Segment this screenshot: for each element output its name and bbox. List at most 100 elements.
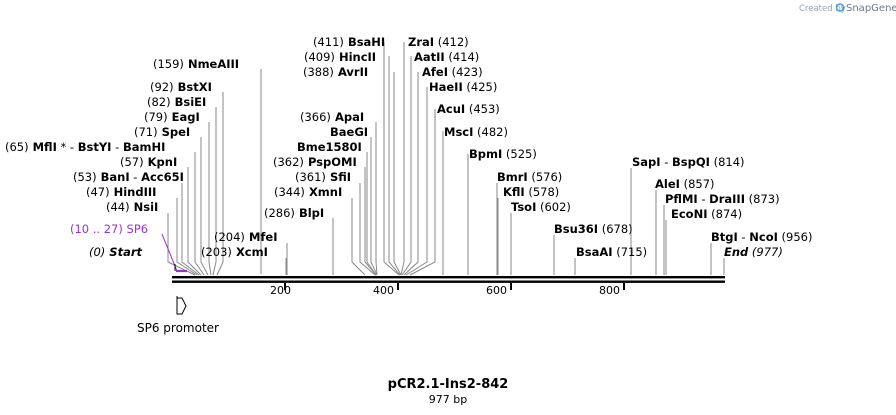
enzyme-label-bsahi[interactable]: (411) BsaHI xyxy=(313,35,385,49)
ruler-tick xyxy=(623,283,625,290)
enzyme-position: (977) xyxy=(748,245,783,259)
enzyme-label-nsii[interactable]: (44) NsiI xyxy=(106,200,158,214)
sp6-promoter-feature[interactable] xyxy=(176,296,187,315)
enzyme-position: (71) xyxy=(134,125,158,139)
enzyme-label-aatii[interactable]: AatII (414) xyxy=(414,50,479,64)
enzyme-name: AvrII xyxy=(334,65,368,79)
enzyme-label-bani[interactable]: (53) BanI - Acc65I xyxy=(73,170,184,184)
enzyme-label-eagi[interactable]: (79) EagI xyxy=(144,110,200,124)
ruler-tick xyxy=(510,283,512,290)
enzyme-position: (388) xyxy=(303,65,334,79)
ruler: 200 400 600 800 xyxy=(270,283,625,297)
enzyme-name: HaeII xyxy=(429,80,463,94)
enzyme-label-mfei[interactable]: (204) MfeI xyxy=(214,230,277,244)
enzyme-name: HincII xyxy=(335,50,376,64)
enzyme-label-hincii[interactable]: (409) HincII xyxy=(304,50,376,64)
credit-brand: SnapGene xyxy=(846,3,896,14)
enzyme-name: Start xyxy=(105,245,142,259)
enzyme-position: (411) xyxy=(313,35,344,49)
enzyme-label-mfli[interactable]: (65) MflI * - BstYI - BamHI xyxy=(5,140,165,154)
enzyme-position: (525) xyxy=(502,147,537,161)
enzyme-label-bme1580i[interactable]: Bme1580I xyxy=(297,140,362,154)
enzyme-label-pflmi[interactable]: PflMI - DraIII (873) xyxy=(665,192,780,206)
enzyme-label-nmeaiii[interactable]: (159) NmeAIII xyxy=(153,57,239,71)
enzyme-position: (578) xyxy=(525,185,560,199)
enzyme-label-sapi[interactable]: SapI - BspQI (814) xyxy=(632,155,745,169)
enzyme-position: (814) xyxy=(710,155,745,169)
enzyme-label-msci[interactable]: MscI (482) xyxy=(444,125,508,139)
enzyme-label-hindiii[interactable]: (47) HindIII xyxy=(86,185,156,199)
sequence-line xyxy=(172,276,725,283)
enzyme-name: XcmI xyxy=(232,245,268,259)
enzyme-position: (715) xyxy=(613,245,648,259)
ruler-tick xyxy=(284,283,286,290)
map-length: 977 bp xyxy=(429,393,467,406)
enzyme-name: End xyxy=(724,245,749,259)
enzyme-name: SfiI xyxy=(326,170,351,184)
enzyme-label-haeii[interactable]: HaeII (425) xyxy=(429,80,497,94)
enzyme-position: (678) xyxy=(598,222,633,236)
enzyme-label-sfii[interactable]: (361) SfiI xyxy=(295,170,351,184)
enzyme-position: (92) xyxy=(150,80,174,94)
enzyme-position: (65) xyxy=(5,140,29,154)
enzyme-label-alei[interactable]: AleI (857) xyxy=(655,177,715,191)
enzyme-name: MflI xyxy=(29,140,57,154)
enzyme-label-bsu36i[interactable]: Bsu36I (678) xyxy=(554,222,633,236)
enzyme-position: (47) xyxy=(86,185,110,199)
enzyme-label-blpi[interactable]: (286) BlpI xyxy=(264,206,324,220)
enzyme-label-apai[interactable]: (366) ApaI xyxy=(300,110,364,124)
enzyme-name: AcuI xyxy=(437,102,465,116)
enzyme-position: - xyxy=(661,155,672,169)
enzyme-name: KpnI xyxy=(144,155,178,169)
enzyme-label-bsaai[interactable]: BsaAI (715) xyxy=(576,245,647,259)
enzyme-position: (10 .. 27) xyxy=(70,222,123,236)
enzyme-position: (425) xyxy=(463,80,498,94)
enzyme-label-xmni[interactable]: (344) XmnI xyxy=(274,185,342,199)
enzyme-label-spei[interactable]: (71) SpeI xyxy=(134,125,190,139)
enzyme-name: ApaI xyxy=(331,110,364,124)
enzyme-name: NsiI xyxy=(130,200,159,214)
enzyme-position: (874) xyxy=(707,207,742,221)
enzyme-label-baegi[interactable]: BaeGI xyxy=(330,125,368,139)
primer-label-sp6[interactable]: (10 .. 27) SP6 xyxy=(70,222,148,236)
enzyme-label-kpni[interactable]: (57) KpnI xyxy=(120,155,177,169)
enzyme-label-avrii[interactable]: (388) AvrII xyxy=(303,65,368,79)
enzyme-position: (344) xyxy=(274,185,305,199)
ruler-label: 600 xyxy=(486,284,507,297)
enzyme-label-acui[interactable]: AcuI (453) xyxy=(437,102,500,116)
enzyme-label-zrai[interactable]: ZraI (412) xyxy=(408,35,469,49)
enzyme-label-bstxi[interactable]: (92) BstXI xyxy=(150,80,212,94)
enzyme-name: KflI xyxy=(503,185,525,199)
enzyme-position: (286) xyxy=(264,206,295,220)
enzyme-label-afei[interactable]: AfeI (423) xyxy=(422,65,483,79)
enzyme-label-xcmi[interactable]: (203) XcmI xyxy=(201,245,268,259)
enzyme-name: DraIII xyxy=(709,192,745,206)
snapgene-logo-icon xyxy=(835,3,845,12)
enzyme-position: (79) xyxy=(144,110,168,124)
enzyme-labels: (159) NmeAIII (411) BsaHI ZraI (412) (40… xyxy=(5,35,812,259)
enzyme-position: (366) xyxy=(300,110,331,124)
start-label: (0) Start xyxy=(89,245,143,259)
enzyme-name: BsaHI xyxy=(344,35,385,49)
enzyme-name: EagI xyxy=(168,110,200,124)
enzyme-name: BsaAI xyxy=(576,245,613,259)
enzyme-label-kfli[interactable]: KflI (578) xyxy=(503,185,559,199)
enzyme-label-econi[interactable]: EcoNI (874) xyxy=(671,207,742,221)
enzyme-name: BpmI xyxy=(469,147,502,161)
enzyme-position: (857) xyxy=(680,177,715,191)
enzyme-label-pspomi[interactable]: (362) PspOMI xyxy=(273,155,357,169)
enzyme-name: BanI xyxy=(97,170,130,184)
enzyme-position: - xyxy=(111,140,122,154)
end-label: End (977) xyxy=(724,245,783,259)
enzyme-label-bsiei[interactable]: (82) BsiEI xyxy=(147,95,206,109)
enzyme-position: (412) xyxy=(434,35,469,49)
enzyme-name: Bsu36I xyxy=(554,222,598,236)
enzyme-label-bpmi[interactable]: BpmI (525) xyxy=(469,147,537,161)
enzyme-position: (482) xyxy=(473,125,508,139)
ruler-tick xyxy=(397,283,399,290)
enzyme-name: HindIII xyxy=(110,185,157,199)
enzyme-label-tsoi[interactable]: TsoI (602) xyxy=(511,200,571,214)
enzyme-label-btgi[interactable]: BtgI - NcoI (956) xyxy=(711,230,812,244)
enzyme-position: (409) xyxy=(304,50,335,64)
enzyme-label-bmri[interactable]: BmrI (576) xyxy=(497,170,562,184)
